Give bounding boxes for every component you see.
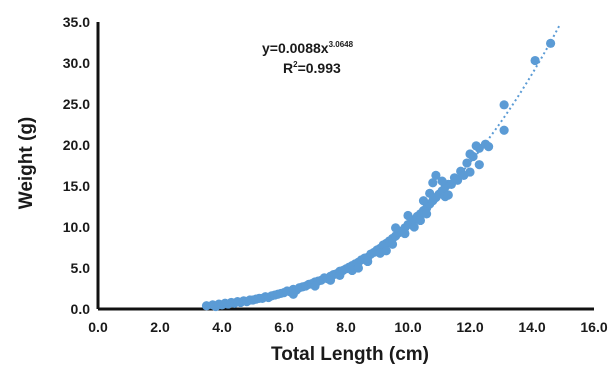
x-tick-label: 10.0: [394, 319, 421, 335]
y-tick-label: 10.0: [63, 219, 90, 235]
equation-text: y=0.0088x: [262, 40, 329, 56]
axis-titles: Total Length (cm) Weight (g): [16, 117, 429, 365]
data-point: [462, 158, 472, 168]
y-axis-title: Weight (g): [16, 117, 37, 210]
y-tick-label: 25.0: [63, 96, 90, 112]
data-point: [453, 175, 463, 185]
y-tick-label: 35.0: [63, 14, 90, 30]
data-point: [288, 289, 298, 299]
r-squared-sup: 2: [293, 60, 298, 69]
data-point: [428, 178, 438, 188]
r-squared-value: =0.993: [298, 60, 341, 76]
data-points: [201, 38, 556, 312]
y-tick-label: 20.0: [63, 137, 90, 153]
data-point: [546, 38, 556, 48]
trendline: [206, 24, 561, 307]
equation-exponent: 3.0648: [329, 40, 354, 49]
data-point: [437, 176, 447, 186]
x-tick-label: 8.0: [336, 319, 356, 335]
data-point: [484, 142, 494, 152]
equation-line: y=0.0088x3.0648: [262, 40, 354, 56]
y-tick-label: 30.0: [63, 55, 90, 71]
data-point: [465, 149, 475, 159]
data-point: [425, 188, 435, 198]
data-point: [387, 239, 398, 249]
data-point: [499, 125, 509, 135]
x-tick-label: 0.0: [88, 319, 108, 335]
y-tick-label: 15.0: [63, 178, 90, 194]
y-tick-label: 0.0: [71, 301, 91, 317]
x-tick-label: 2.0: [150, 319, 170, 335]
r-squared-r: R: [283, 60, 293, 76]
x-tick-label: 6.0: [274, 319, 294, 335]
data-point: [431, 170, 441, 180]
r-squared-line: R2=0.993: [283, 60, 341, 76]
data-point: [335, 270, 345, 280]
data-point: [465, 167, 475, 177]
data-point: [418, 196, 429, 206]
data-point: [325, 275, 336, 285]
x-tick-label: 12.0: [456, 319, 483, 335]
x-tick-label: 16.0: [580, 319, 607, 335]
data-point: [474, 160, 484, 170]
trendline-equation: y=0.0088x3.0648 R2=0.993: [262, 40, 354, 76]
data-point: [400, 228, 410, 239]
data-point: [471, 141, 481, 151]
data-point: [310, 281, 320, 291]
x-tick-label: 14.0: [518, 319, 545, 335]
data-point: [530, 55, 540, 66]
y-tick-label: 5.0: [71, 260, 91, 276]
y-axis: 0.0 5.0 10.0 15.0 20.0 25.0 30.0 35.0: [63, 14, 100, 317]
data-point: [363, 256, 373, 267]
data-point: [443, 190, 453, 200]
data-point: [415, 215, 425, 226]
data-point: [353, 263, 363, 273]
x-tick-label: 4.0: [212, 319, 232, 335]
x-axis-title: Total Length (cm): [271, 344, 429, 365]
data-point: [381, 246, 391, 256]
data-point: [409, 222, 419, 232]
x-axis: 0.0 2.0 4.0 6.0 8.0 10.0 12.0 14.0 16.0: [88, 307, 608, 335]
data-point: [422, 209, 432, 219]
trendline-group: [206, 24, 561, 307]
data-point: [403, 210, 413, 221]
data-point: [391, 223, 401, 233]
data-point: [499, 100, 509, 110]
